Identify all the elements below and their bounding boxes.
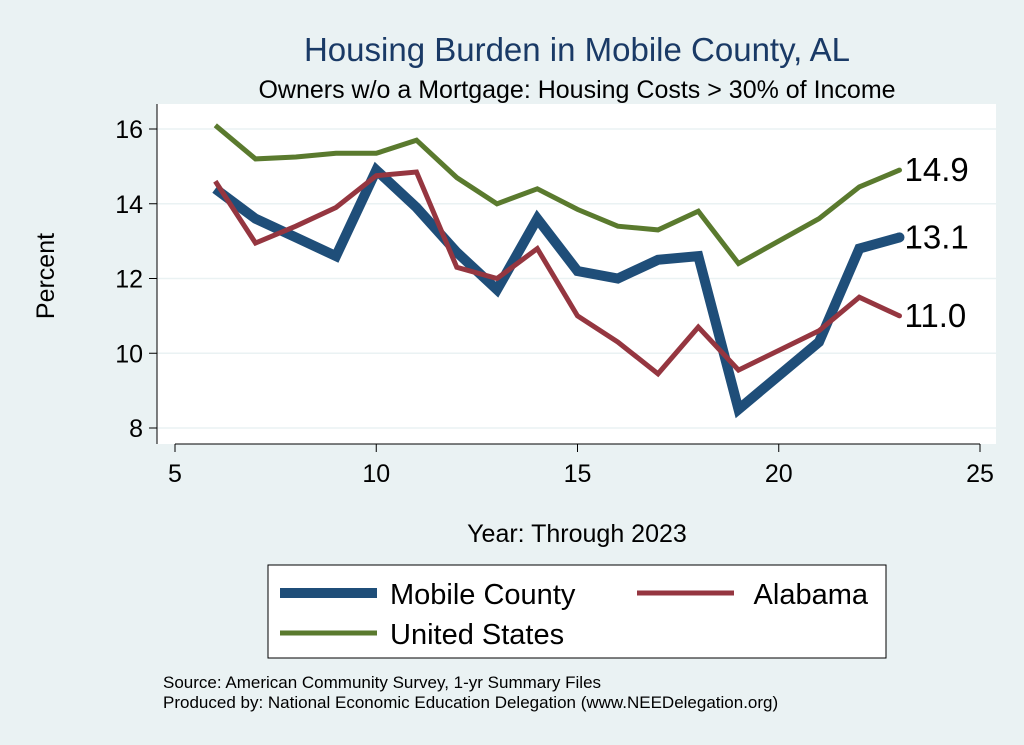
x-tick-label-15: 15	[564, 460, 592, 488]
end-label-united-states: 14.9	[905, 151, 969, 188]
producer-note: Produced by: National Economic Education…	[163, 693, 778, 712]
legend-label-united-states: United States	[390, 619, 564, 651]
x-tick-label-20: 20	[765, 460, 793, 488]
chart-subtitle: Owners w/o a Mortgage: Housing Costs > 3…	[258, 76, 895, 104]
end-marker-united-states	[897, 167, 902, 173]
series-line-alabama	[213, 169, 901, 378]
y-tick-label-12: 12	[115, 266, 143, 294]
y-tick-label-10: 10	[115, 340, 143, 368]
x-axis-label: Year: Through 2023	[467, 520, 687, 548]
axes: 8 10 12 14 16 5 10 15 20 25	[115, 104, 994, 488]
end-marker-alabama	[897, 313, 902, 319]
series-line-united-states	[213, 123, 901, 267]
chart-title: Housing Burden in Mobile County, AL	[304, 31, 850, 68]
series-line-mobile-county	[212, 161, 901, 419]
legend-box	[267, 564, 887, 659]
y-axis-label: Percent	[32, 233, 60, 319]
x-tick-label-10: 10	[362, 460, 390, 488]
x-tick-label-5: 5	[168, 460, 182, 488]
x-tick-label-25: 25	[966, 460, 994, 488]
legend: Mobile County Alabama United States	[267, 564, 887, 659]
series-layer	[212, 123, 905, 419]
y-tick-label-8: 8	[129, 415, 143, 443]
legend-label-mobile-county: Mobile County	[390, 579, 576, 611]
end-label-mobile-county: 13.1	[905, 218, 969, 255]
end-labels: 13.1 11.0 14.9	[905, 151, 969, 334]
source-note: Source: American Community Survey, 1-yr …	[163, 673, 601, 692]
y-tick-label-14: 14	[115, 191, 143, 219]
gridlines	[157, 128, 996, 429]
legend-label-alabama: Alabama	[754, 579, 869, 611]
y-tick-label-16: 16	[115, 116, 143, 144]
end-marker-mobile-county	[894, 232, 905, 243]
end-label-alabama: 11.0	[905, 297, 967, 334]
